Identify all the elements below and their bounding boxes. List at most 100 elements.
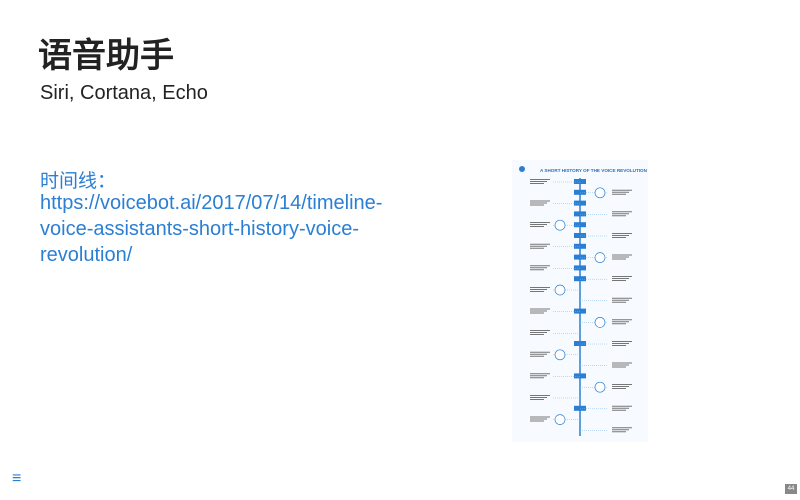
text-line (612, 384, 632, 385)
text-line (530, 395, 550, 396)
text-line (612, 233, 632, 234)
text-line (612, 237, 626, 238)
text-line (530, 200, 550, 202)
text-line (612, 366, 626, 368)
text-line (530, 375, 547, 377)
text-line (530, 247, 544, 249)
text-line (612, 345, 626, 346)
text-line (530, 183, 544, 184)
text-line (612, 254, 632, 256)
text-line (612, 409, 626, 411)
icon (554, 349, 566, 361)
text-line (612, 256, 629, 258)
text-line (612, 276, 632, 277)
text-line (612, 189, 632, 191)
year-box (574, 189, 586, 195)
text-line (530, 377, 544, 379)
text-line (530, 353, 547, 355)
text-line (612, 427, 632, 429)
text-line (530, 312, 544, 314)
text-line (530, 373, 550, 375)
text-line (530, 397, 547, 398)
link[interactable]: https://voicebot.ai/2017/07/14/timeline-… (40, 192, 383, 266)
timeline-items (530, 179, 632, 433)
text-line (530, 222, 550, 223)
text-line (612, 407, 629, 409)
infographic-title: A SHORT HISTORY OF THE VOICE REVOLUTION (540, 168, 648, 173)
icon (594, 187, 606, 199)
text-line (612, 319, 632, 321)
text-line (530, 399, 544, 400)
year-box (574, 308, 586, 314)
text-line (612, 211, 632, 213)
text-line (612, 299, 629, 301)
year-box (574, 179, 586, 184)
text-line (530, 224, 547, 225)
icon (554, 219, 566, 231)
link-label: 时间线： (40, 170, 117, 192)
text-line (530, 308, 550, 310)
year-box (574, 276, 586, 282)
icon (594, 381, 606, 393)
text-line (530, 179, 550, 180)
text-line (612, 405, 632, 407)
text-line (612, 280, 626, 281)
infographic: A SHORT HISTORY OF THE VOICE REVOLUTION (512, 160, 648, 442)
year-box (574, 254, 586, 260)
text-line (530, 291, 544, 292)
text-line (530, 351, 550, 353)
text-line (530, 330, 550, 331)
icon (554, 414, 566, 425)
text-line (612, 235, 629, 236)
text-line (612, 362, 632, 364)
text-line (530, 420, 544, 422)
text-line (530, 416, 550, 418)
text-line (530, 332, 547, 333)
text-line (612, 364, 629, 366)
text-line (530, 355, 544, 357)
year-box (574, 243, 586, 249)
text-line (530, 334, 544, 335)
text-line (530, 310, 547, 312)
text-line (530, 287, 550, 288)
menu-icon[interactable]: ≡ (12, 470, 22, 487)
logo (519, 166, 525, 172)
year-box (574, 233, 586, 238)
year-box (574, 341, 586, 346)
text-line (530, 181, 547, 182)
slide-subtitle: Siri, Cortana, Echo (40, 82, 208, 104)
text-line (612, 341, 632, 342)
text-line (612, 213, 629, 215)
icon (594, 317, 606, 328)
year-box (574, 405, 586, 411)
page-number: 44 (785, 484, 797, 494)
text-line (612, 388, 626, 389)
text-line (530, 226, 544, 227)
text-line (530, 243, 550, 245)
year-box (574, 373, 586, 379)
icon (594, 252, 606, 263)
text-line (530, 269, 544, 271)
text-line (612, 193, 626, 195)
text-line (530, 267, 547, 269)
text-line (530, 289, 547, 290)
text-line (612, 278, 629, 279)
text-line (530, 265, 550, 267)
year-box (574, 265, 586, 271)
text-line (530, 245, 547, 247)
icon (554, 284, 566, 296)
text-line (612, 386, 629, 387)
text-line (612, 215, 626, 217)
text-line (612, 431, 626, 433)
text-line (612, 297, 632, 299)
text-line (612, 258, 626, 260)
text-line (530, 204, 544, 206)
text-line (612, 323, 626, 325)
text-line (612, 429, 629, 431)
text-line (530, 418, 547, 420)
text-line (612, 191, 629, 193)
year-box (574, 222, 586, 228)
year-box (574, 211, 586, 217)
text-line (612, 343, 629, 344)
